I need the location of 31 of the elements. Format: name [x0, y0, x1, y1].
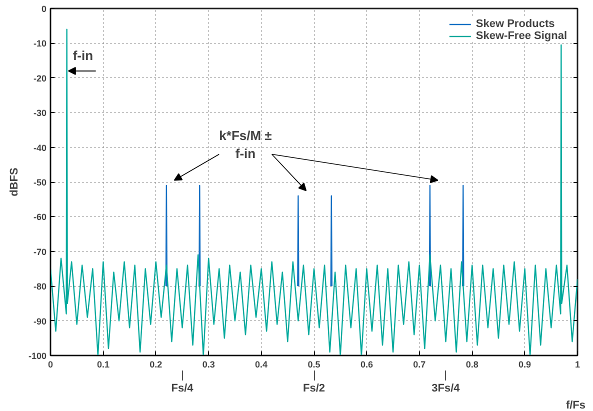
x-tick-label: 0.4 — [255, 360, 268, 370]
y-tick-label: -10 — [33, 38, 47, 49]
y-tick-label: -80 — [33, 282, 47, 292]
x-axis-title: f/Fs — [566, 400, 586, 411]
x-tick-label: 0.2 — [150, 360, 162, 370]
legend-label: Skew Products — [476, 18, 555, 30]
text: 3Fs/4 — [432, 382, 461, 394]
y-tick-label: -100 — [28, 351, 46, 361]
x-tick-label: 0.3 — [202, 360, 215, 370]
y-axis-title: dBFS — [8, 168, 20, 196]
legend-label: Skew-Free Signal — [476, 30, 567, 42]
y-tick-label: -30 — [33, 108, 47, 118]
y-tick-label: -20 — [33, 73, 47, 84]
x-tick-label: 0.9 — [518, 360, 532, 370]
y-tick-label: -60 — [33, 212, 47, 222]
y-tick-label: -70 — [33, 246, 47, 257]
y-tick-label: -40 — [33, 142, 47, 153]
annotation: k*Fs/M ± f-in — [219, 128, 272, 162]
x-tick-label: 0.8 — [466, 360, 478, 370]
text: Fs/2 — [302, 382, 326, 394]
x-tick-label: 0.5 — [308, 360, 320, 370]
x-tick-label: 0.1 — [96, 360, 110, 370]
y-tick-label: -90 — [33, 316, 47, 326]
text: Fs/4 — [171, 382, 194, 394]
y-tick-label: -50 — [33, 178, 47, 188]
x-tick-label: 0.7 — [413, 360, 426, 370]
annotation: f-in — [72, 48, 94, 63]
x-tick-label: 0 — [48, 360, 54, 370]
x-tick-label: 0.6 — [360, 360, 373, 370]
x-tick-label: 1 — [574, 360, 580, 370]
y-tick-label: 0 — [41, 4, 47, 14]
